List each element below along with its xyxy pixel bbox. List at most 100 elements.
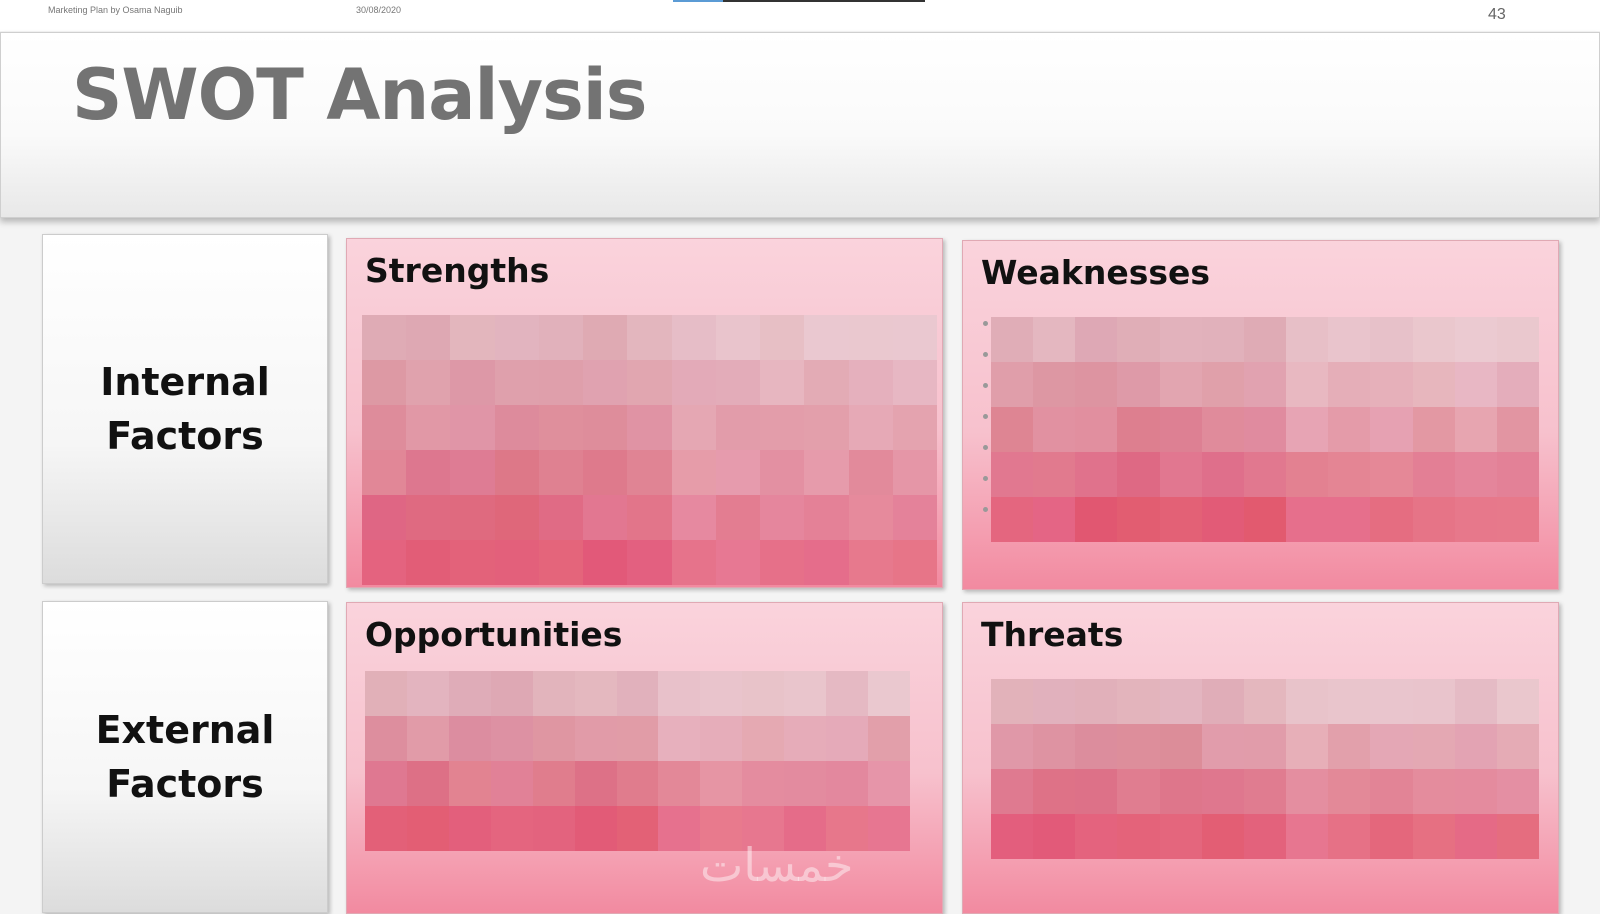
mosaic-cell [1370, 362, 1413, 407]
mosaic-cell [715, 405, 761, 450]
mosaic-cell [868, 716, 910, 761]
mosaic-cell [583, 405, 628, 450]
mosaic-cell [671, 450, 716, 495]
mosaic-cell [1328, 497, 1371, 542]
external-factors-box: External Factors [42, 601, 328, 913]
mosaic-cell [658, 806, 701, 851]
mosaic-cell [1243, 814, 1287, 859]
mosaic-cell [362, 495, 407, 540]
mosaic-cell [1243, 362, 1287, 407]
opportunities-title: Opportunities [365, 615, 623, 654]
mosaic-cell [1075, 814, 1118, 859]
mosaic-cell [1286, 497, 1329, 542]
mosaic-cell [450, 315, 495, 360]
mosaic-cell [616, 716, 659, 761]
mosaic-cell [627, 405, 672, 450]
mosaic-cell [574, 761, 617, 806]
mosaic-cell [804, 360, 849, 405]
mosaic-cell [1412, 769, 1455, 814]
mosaic-cell [406, 540, 451, 585]
mosaic-cell [848, 495, 893, 540]
opportunities-pixelated-content [365, 671, 910, 851]
mosaic-cell [1328, 362, 1371, 407]
mosaic-cell [627, 495, 672, 540]
internal-factors-box: Internal Factors [42, 234, 328, 584]
mosaic-cell [406, 761, 449, 806]
mosaic-cell [991, 769, 1034, 814]
mosaic-cell [1370, 497, 1413, 542]
mosaic-cell [1286, 452, 1329, 497]
mosaic-cell [406, 716, 449, 761]
mosaic-cell [700, 806, 743, 851]
mosaic-cell [1159, 362, 1202, 407]
mosaic-cell [365, 806, 407, 851]
mosaic-cell [868, 671, 910, 716]
opportunities-quadrant: Opportunities [346, 602, 943, 914]
document-header: Marketing Plan by Osama Naguib 30/08/202… [0, 0, 1600, 31]
mosaic-cell [1243, 452, 1287, 497]
mosaic-cell [365, 716, 407, 761]
document-date: 30/08/2020 [356, 5, 402, 15]
mosaic-cell [1075, 769, 1118, 814]
mosaic-cell [583, 315, 628, 360]
mosaic-cell [991, 724, 1034, 769]
mosaic-cell [362, 360, 407, 405]
mosaic-cell [892, 540, 937, 585]
mosaic-cell [868, 761, 910, 806]
mosaic-cell [715, 315, 761, 360]
mosaic-cell [1370, 407, 1413, 452]
mosaic-cell [450, 360, 495, 405]
mosaic-cell [1243, 407, 1287, 452]
mosaic-cell [892, 450, 937, 495]
mosaic-cell [1412, 362, 1455, 407]
mosaic-cell [700, 671, 743, 716]
page-number: 43 [1488, 6, 1506, 23]
mosaic-cell [538, 450, 584, 495]
mosaic-cell [1328, 452, 1371, 497]
mosaic-cell [1201, 679, 1244, 724]
mosaic-cell [1412, 452, 1455, 497]
mosaic-cell [784, 806, 827, 851]
mosaic-cell [532, 806, 575, 851]
mosaic-cell [742, 716, 785, 761]
mosaic-cell [538, 405, 584, 450]
strengths-pixelated-content [362, 315, 937, 585]
mosaic-cell [1075, 452, 1118, 497]
mosaic-cell [538, 495, 584, 540]
mosaic-cell [1201, 362, 1244, 407]
mosaic-cell [1496, 814, 1539, 859]
mosaic-cell [538, 315, 584, 360]
mosaic-cell [1243, 679, 1287, 724]
mosaic-cell [1496, 497, 1539, 542]
mosaic-cell [1454, 317, 1497, 362]
mosaic-cell [1243, 724, 1287, 769]
mosaic-cell [1412, 814, 1455, 859]
mosaic-cell [1159, 814, 1202, 859]
mosaic-cell [1412, 679, 1455, 724]
mosaic-cell [848, 405, 893, 450]
mosaic-cell [1412, 317, 1455, 362]
mosaic-cell [848, 540, 893, 585]
mosaic-cell [494, 495, 539, 540]
mosaic-cell [1328, 317, 1371, 362]
mosaic-cell [490, 716, 533, 761]
mosaic-cell [538, 540, 584, 585]
mosaic-cell [991, 814, 1034, 859]
mosaic-cell [494, 360, 539, 405]
mosaic-cell [1159, 769, 1202, 814]
mosaic-cell [892, 495, 937, 540]
mosaic-cell [1496, 407, 1539, 452]
mosaic-cell [826, 671, 869, 716]
mosaic-cell [616, 671, 659, 716]
mosaic-cell [1201, 407, 1244, 452]
mosaic-cell [1328, 814, 1371, 859]
mosaic-cell [1286, 769, 1329, 814]
mosaic-cell [583, 450, 628, 495]
mosaic-cell [406, 495, 451, 540]
mosaic-cell [892, 360, 937, 405]
mosaic-cell [494, 450, 539, 495]
mosaic-cell [1159, 452, 1202, 497]
mosaic-cell [583, 360, 628, 405]
strengths-title: Strengths [365, 251, 550, 290]
mosaic-cell [1454, 452, 1497, 497]
